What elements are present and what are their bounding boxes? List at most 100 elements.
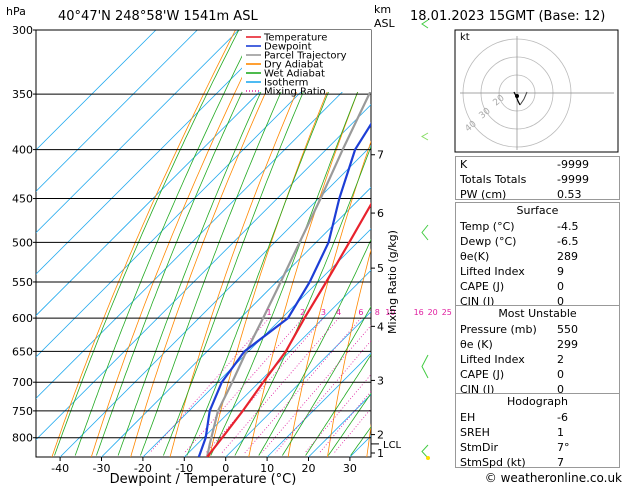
wet-adiabat-line — [186, 30, 355, 456]
surface-label: Lifted Index — [460, 265, 525, 278]
wet-adiabat-line — [210, 57, 371, 456]
isotherm-line — [36, 30, 198, 192]
surface-value: 0 — [557, 280, 564, 293]
mu-label: CIN (J) — [460, 383, 495, 396]
height-tick-label: 3 — [377, 374, 384, 387]
wind-barb-icon — [421, 224, 429, 241]
hodograph-trace-upper — [519, 91, 528, 106]
mixing-ratio-label: 3 — [321, 308, 326, 317]
hodo-label: StmDir — [460, 441, 499, 454]
index-label: PW (cm) — [460, 188, 507, 201]
asl-label: ASL — [374, 17, 396, 30]
index-row-totals: Totals Totals -9999 — [456, 172, 619, 187]
pressure-tick-label: 650 — [12, 345, 33, 358]
index-row-k: K -9999 — [456, 157, 619, 172]
hodo-label: StmSpd (kt) — [460, 456, 526, 469]
indices-table: K -9999 Totals Totals -9999 PW (cm) 0.53 — [455, 156, 620, 201]
parcel-trajectory-line — [206, 87, 371, 457]
mixing-ratio-line — [318, 390, 371, 454]
wet-adiabat-line — [140, 30, 310, 456]
wet-adiabat-line — [282, 305, 371, 456]
mu-value: 0 — [557, 383, 564, 396]
surface-value: -4.5 — [557, 220, 579, 233]
height-tick-label: 2 — [377, 429, 384, 442]
mixing-ratio-label: 2 — [300, 308, 305, 317]
temperature-tick-label: 0 — [222, 462, 229, 475]
mu-value: 550 — [557, 323, 578, 336]
most-unstable-title: Most Unstable — [498, 307, 577, 320]
wet-adiabat-line — [74, 30, 256, 456]
isotherm-line — [36, 62, 371, 399]
mu-label: Lifted Index — [460, 353, 525, 366]
height-tick-label: 1 — [377, 447, 384, 460]
legend-label: Wet Adiabat — [264, 69, 325, 80]
mu-value: 2 — [557, 353, 564, 366]
mu-label: Pressure (mb) — [460, 323, 537, 336]
hodograph: kt 40 30 20 — [454, 29, 619, 153]
mixing-ratio-axis-label: Mixing Ratio (g/kg) — [386, 230, 399, 334]
pressure-tick-label: 300 — [12, 24, 33, 37]
surface-row: CAPE (J) 0 — [456, 279, 619, 294]
hodograph-table-title: Hodograph — [507, 395, 568, 408]
temperature-tick-label: -10 — [175, 462, 193, 475]
hodo-value: 7 — [557, 456, 564, 469]
isotherm-line — [36, 104, 371, 441]
pressure-axis: 300 350 400 450 500 550 600 650 700 750 800 — [12, 24, 36, 445]
index-value: -9999 — [557, 158, 589, 171]
mu-row: θe (K) 299 — [456, 337, 619, 352]
legend-label: Mixing Ratio — [264, 87, 326, 98]
most-unstable-table: Most Unstable Pressure (mb) 550 θe (K) 299… — [455, 305, 620, 396]
temperature-tick-label: 30 — [343, 462, 357, 475]
km-label: km — [374, 3, 391, 16]
hodograph-frame — [454, 29, 619, 153]
mixing-ratio-label: 25 — [442, 308, 452, 317]
hodo-row: StmDir 7° — [456, 440, 619, 455]
pressure-tick-label: 700 — [12, 376, 33, 389]
mixing-ratio-label: 4 — [336, 308, 341, 317]
wet-adiabat-line — [305, 354, 371, 456]
mixing-ratio-label: 1 — [267, 308, 272, 317]
surface-row: Temp (°C) -4.5 — [456, 219, 619, 234]
surface-value: 0 — [557, 295, 564, 308]
surface-row: θe(K) 289 — [456, 249, 619, 264]
hodo-row: SREH 1 — [456, 425, 619, 440]
surface-table: Surface Temp (°C) -4.5 Dewp (°C) -6.5 θe(K… — [455, 202, 620, 308]
mu-value: 299 — [557, 338, 578, 351]
wet-adiabat-line — [163, 30, 331, 456]
mixing-ratio-label: 10 — [385, 308, 395, 317]
mixing-ratio-label: 20 — [428, 308, 438, 317]
mixing-ratio-line — [149, 317, 270, 454]
wet-adiabat-line — [258, 238, 371, 456]
temperature-tick-label: -40 — [51, 462, 69, 475]
pressure-tick-label: 750 — [12, 405, 33, 418]
mixing-ratio-line — [244, 317, 362, 454]
surface-value: -6.5 — [557, 235, 579, 248]
isotherm-line — [101, 186, 371, 457]
mixing-ratio-line — [184, 317, 303, 454]
temperature-tick-label: -30 — [93, 462, 111, 475]
x-axis-label: Dewpoint / Temperature (°C) — [110, 472, 297, 486]
hodo-value: 7° — [557, 441, 570, 454]
mixing-ratio-line — [221, 317, 340, 454]
hodograph-storm-motion — [515, 94, 519, 98]
mixing-ratio-line — [205, 317, 324, 454]
surface-label: CAPE (J) — [460, 280, 505, 293]
temperature-tick-label: 10 — [260, 462, 274, 475]
index-value: -9999 — [557, 173, 589, 186]
mu-row: CAPE (J) 0 — [456, 367, 619, 382]
mu-value: 0 — [557, 368, 564, 381]
isotherm-line — [59, 145, 371, 457]
pressure-tick-label: 500 — [12, 236, 33, 249]
hodograph-unit: kt — [460, 32, 470, 43]
pressure-tick-label: 600 — [12, 312, 33, 325]
hodo-row: StmSpd (kt) 7 — [456, 455, 619, 470]
isotherm-line — [184, 269, 371, 457]
height-tick-label: 6 — [377, 207, 384, 220]
hodo-row: EH -6 — [456, 410, 619, 425]
pressure-tick-label: 400 — [12, 144, 33, 157]
wind-barb-icon — [421, 354, 429, 379]
surface-row: Dewp (°C) -6.5 — [456, 234, 619, 249]
surface-title: Surface — [516, 204, 559, 217]
